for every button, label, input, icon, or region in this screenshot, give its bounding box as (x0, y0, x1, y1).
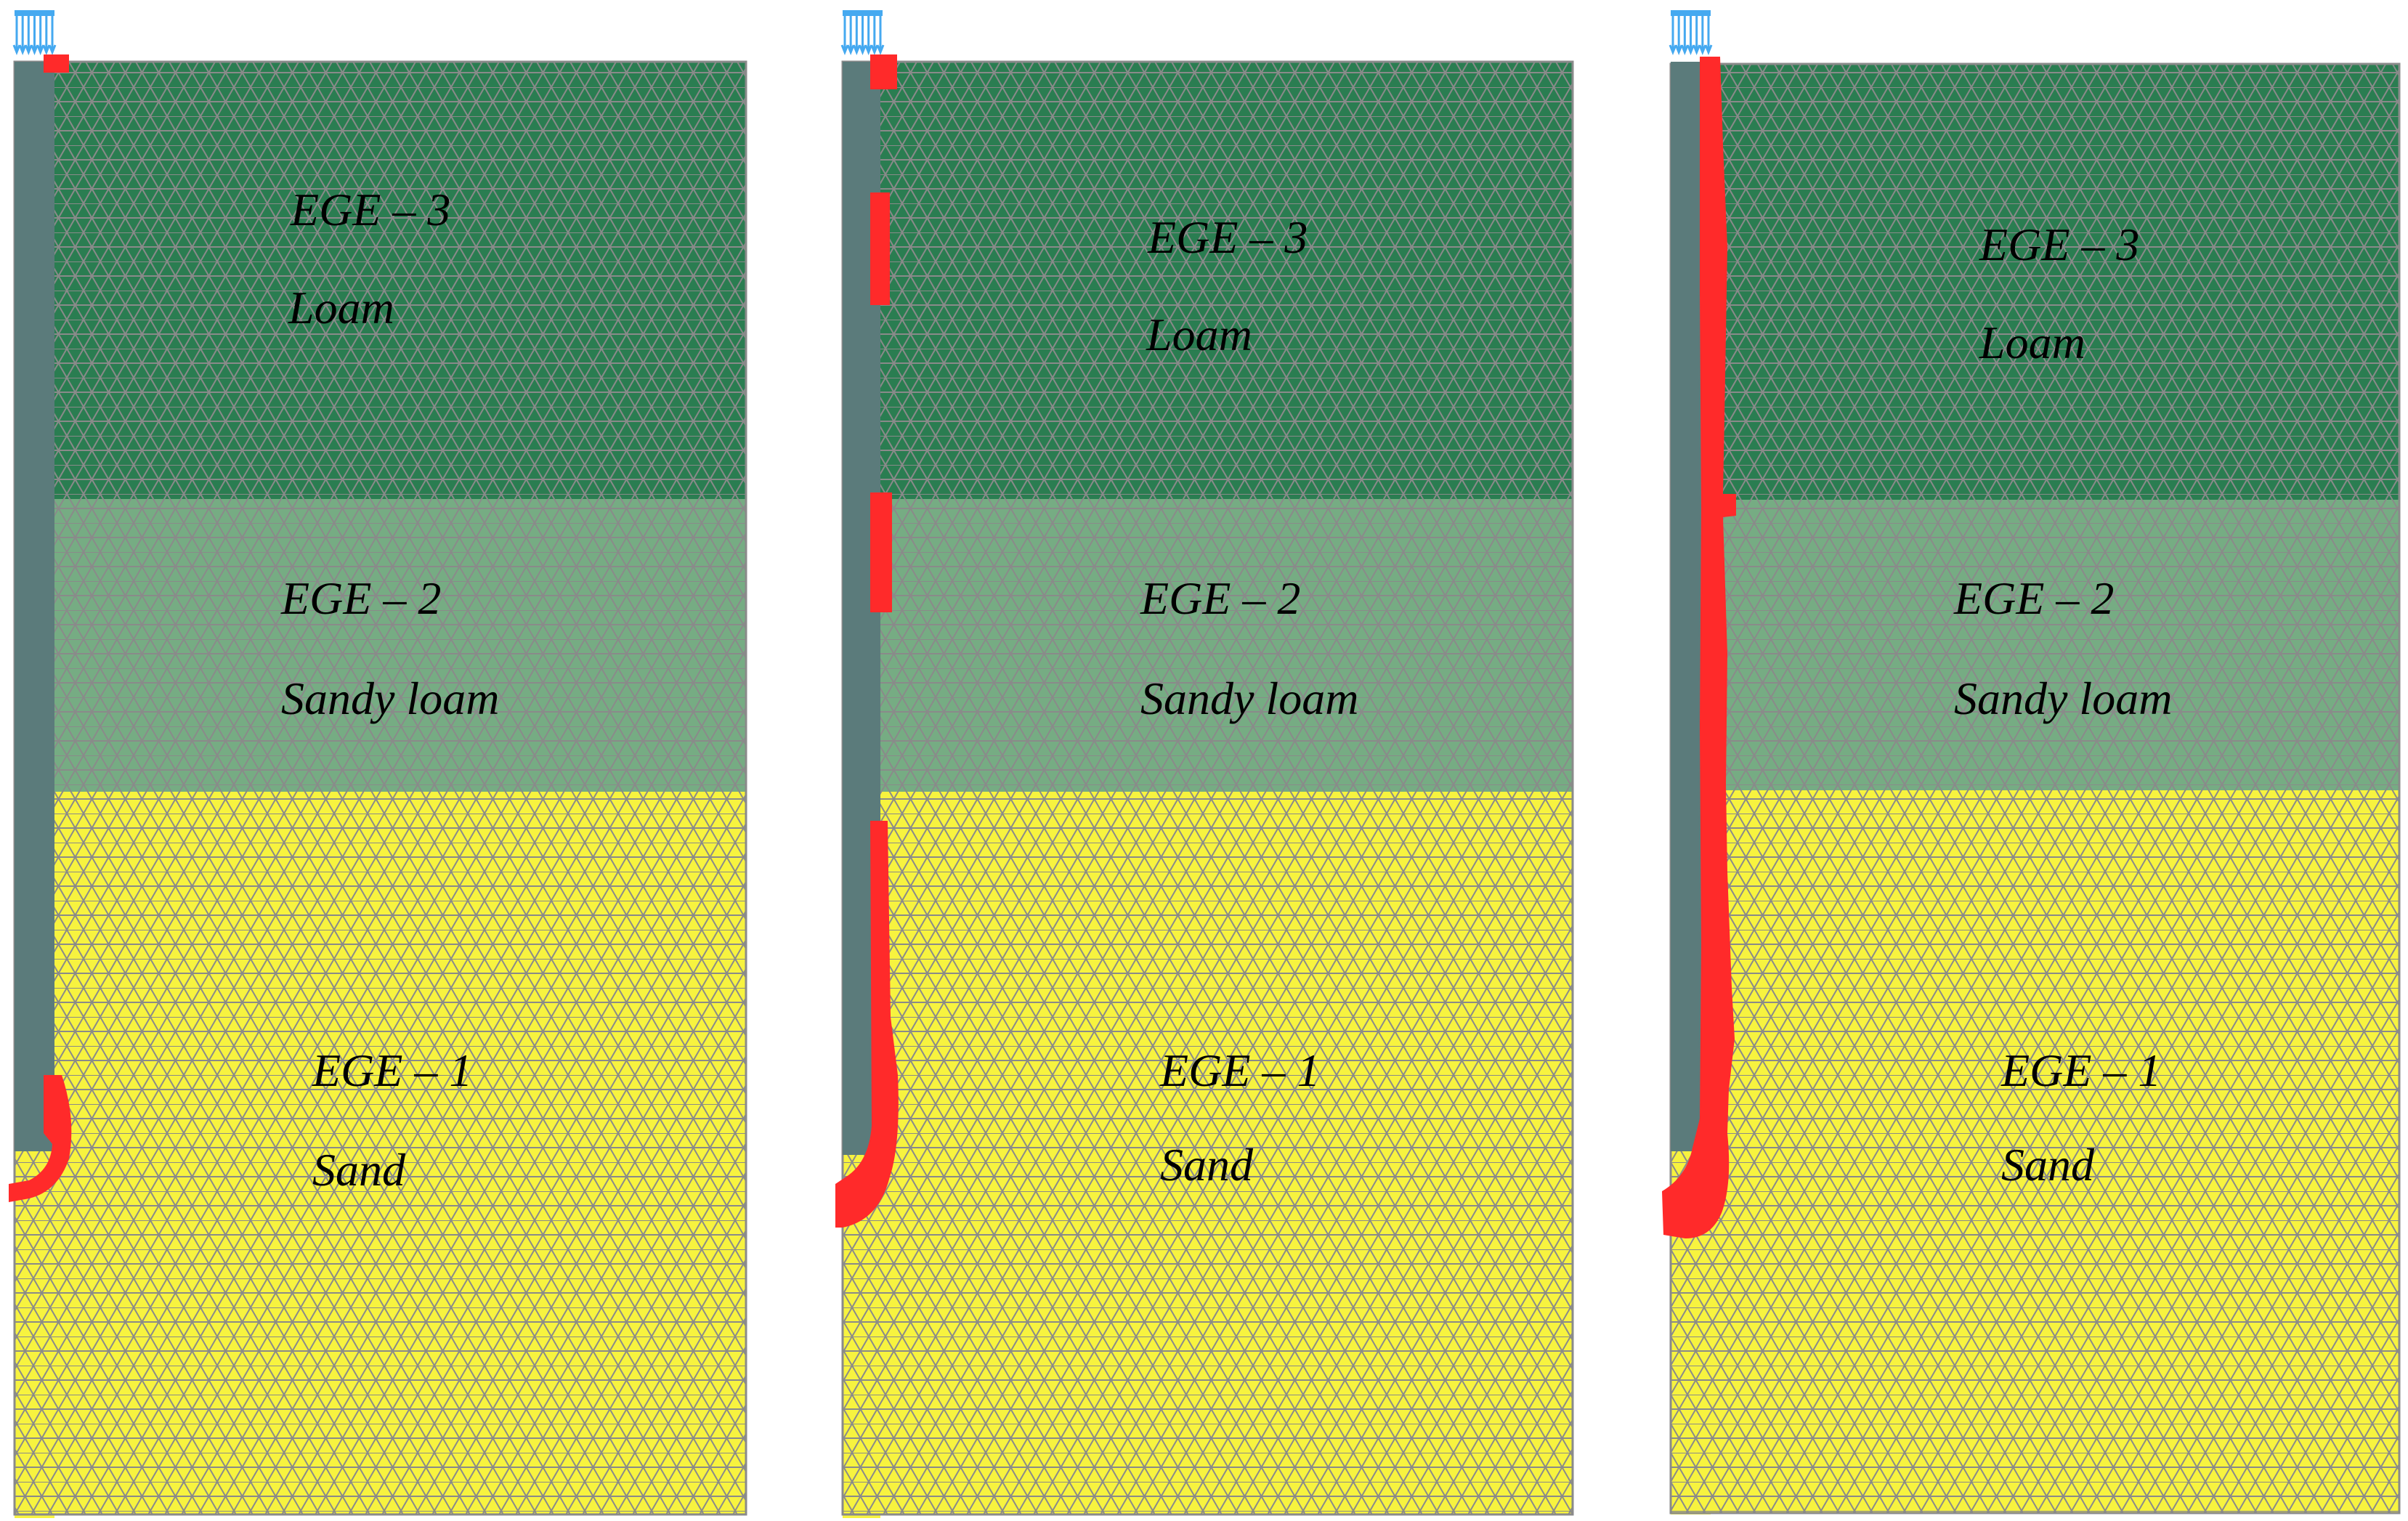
panel-2: EGE – 3 Loam EGE – 2 Sandy loam EGE – 1 … (835, 10, 1574, 1518)
layer-label-name: Sandy loam (281, 673, 499, 724)
finite-element-mesh (843, 62, 1573, 1514)
plastic-zone (1662, 57, 1736, 1238)
layer-label-code: EGE – 1 (2000, 1045, 2161, 1096)
pile (15, 62, 54, 1151)
layer-label-name: Loam (1146, 309, 1252, 360)
distributed-load-arrows-icon (840, 10, 885, 56)
panel-1: EGE – 3 Loam EGE – 2 Sandy loam EGE – 1 … (9, 10, 747, 1518)
layer-label-name: Sand (2001, 1139, 2095, 1191)
layer-label-code: EGE – 3 (290, 184, 450, 235)
layer-label-code: EGE – 2 (1140, 572, 1300, 624)
layer-label-name: Sandy loam (1140, 673, 1358, 724)
layer-label-name: Loam (1979, 317, 2085, 368)
layer-label-code: EGE – 2 (1953, 572, 2114, 624)
layer-label-code: EGE – 3 (1147, 211, 1308, 263)
panel-3: EGE – 3 Loam EGE – 2 Sandy loam EGE – 1 … (1662, 10, 2401, 1514)
finite-element-mesh (1671, 64, 2399, 1513)
layer-label-name: Sand (312, 1144, 406, 1196)
plastic-zone (835, 54, 899, 1228)
layer-label-code: EGE – 1 (1159, 1045, 1320, 1096)
distributed-load-arrows-icon (12, 10, 57, 56)
layer-label-code: EGE – 1 (312, 1045, 472, 1096)
plastic-zone (9, 54, 72, 1202)
layer-label-name: Sand (1160, 1139, 1254, 1191)
layer-label-name: Sandy loam (1954, 673, 2172, 724)
distributed-load-arrows-icon (1669, 10, 1713, 56)
layer-label-code: EGE – 2 (280, 572, 441, 624)
finite-element-mesh (15, 62, 746, 1514)
layer-label-name: Loam (288, 282, 394, 333)
layer-label-code: EGE – 3 (1979, 219, 2139, 270)
